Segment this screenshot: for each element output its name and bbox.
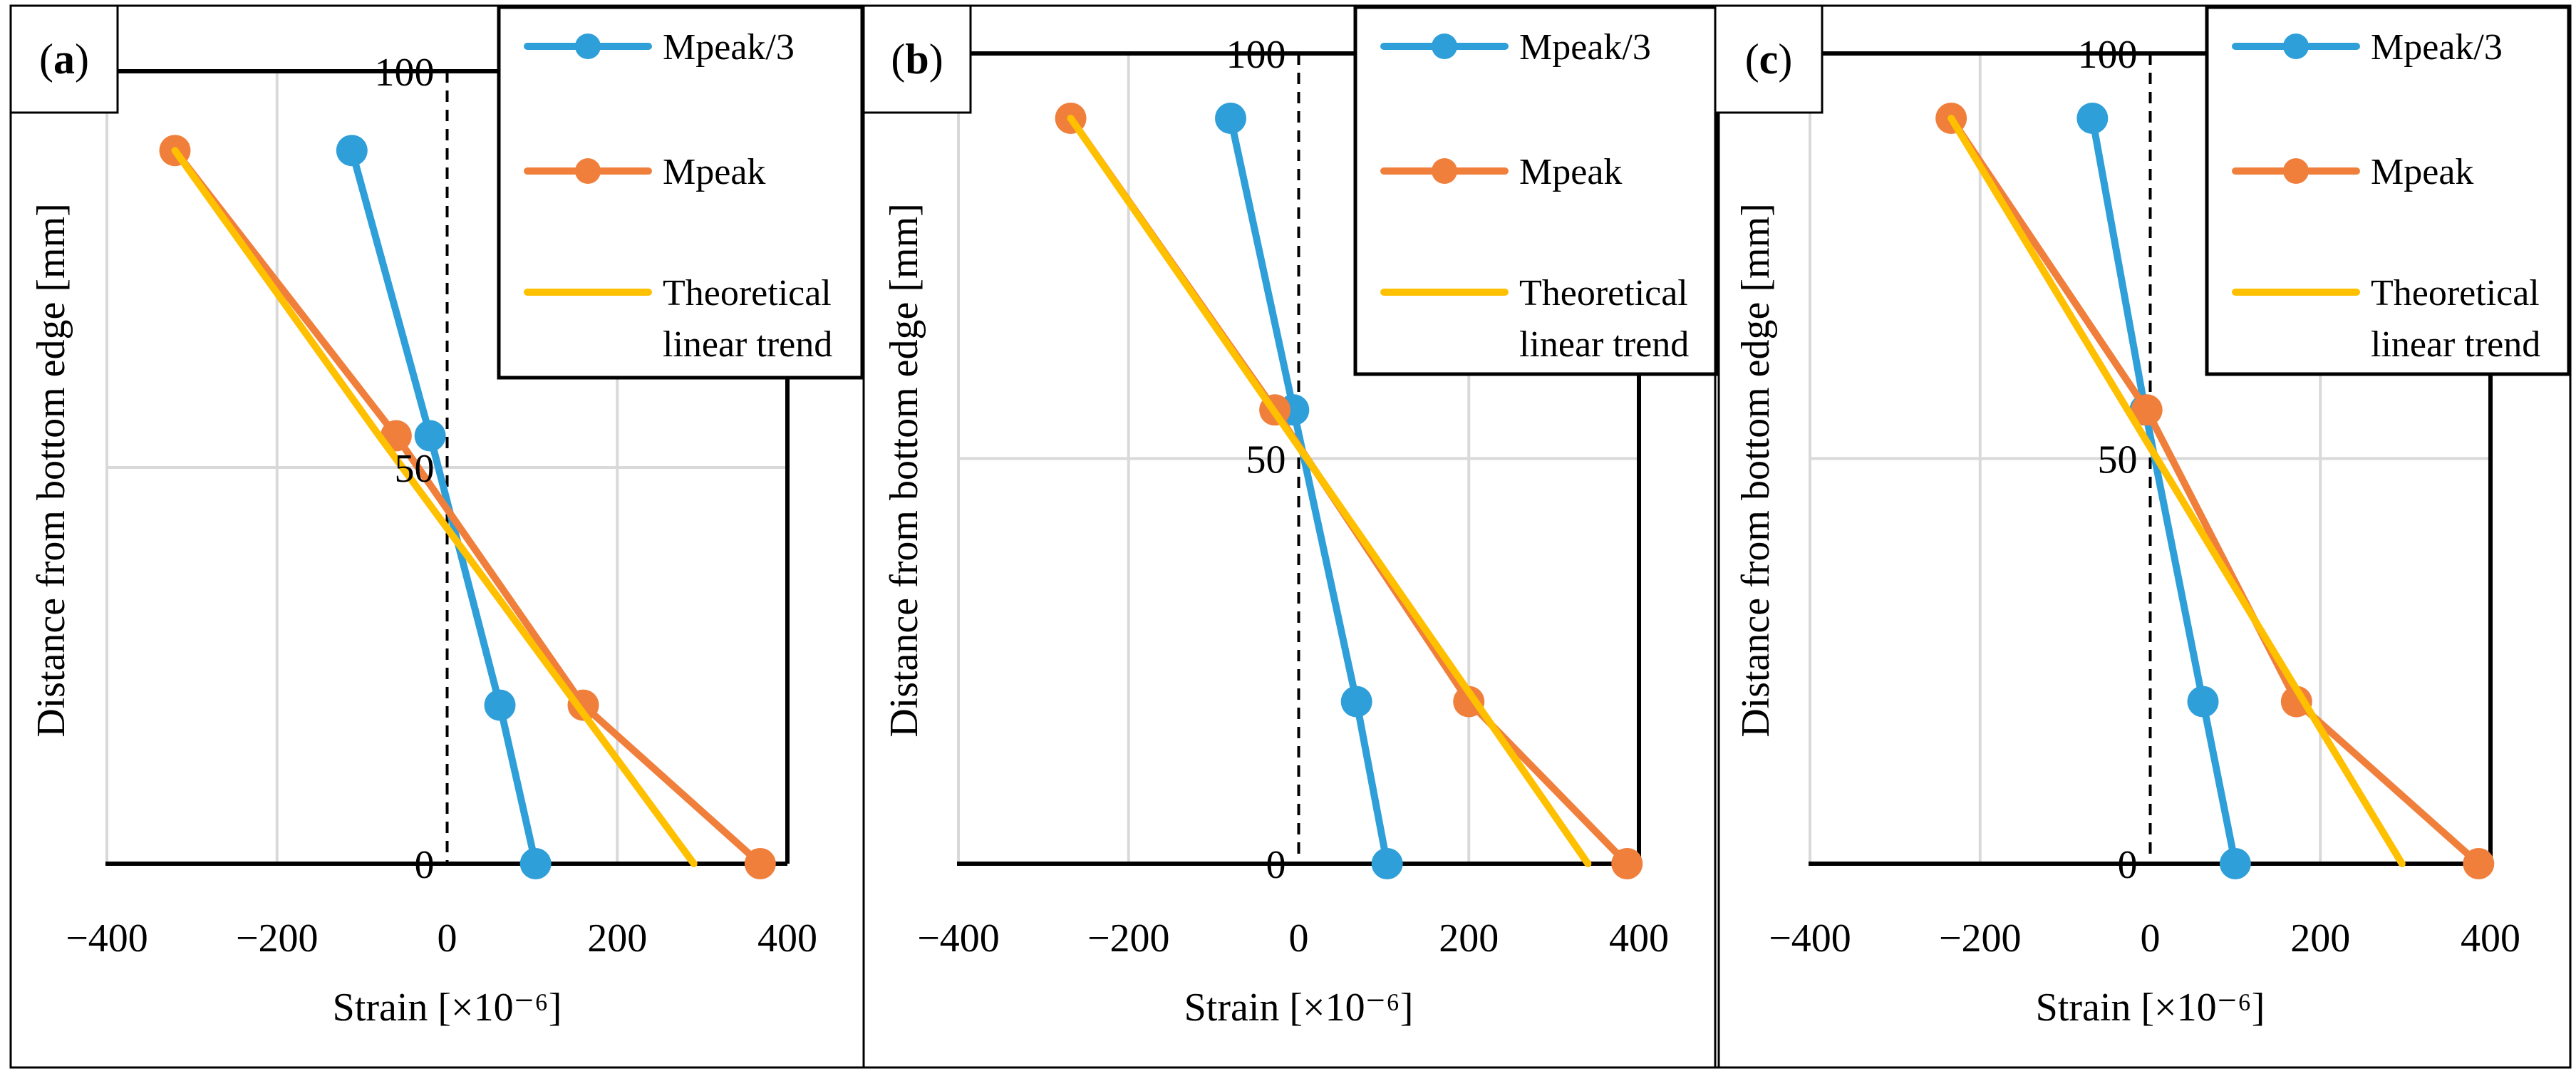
- series-line-mpeak-3: [1227, 114, 1391, 867]
- x-tick-label: 400: [2461, 916, 2520, 961]
- series-line-theoretical-linear-trend: [1067, 114, 1592, 867]
- legend-marker-mpeak: [1432, 158, 1457, 184]
- data-point-mpeak: [744, 848, 776, 879]
- y-tick-label: 100: [2078, 33, 2138, 77]
- legend-marker-mpeak-3: [2283, 33, 2309, 59]
- panel-c: −400 −200 0 200 400 0 50 100 Strain [×10⁻⁶] Dista…: [1714, 4, 2572, 1069]
- panel-label-box: [1714, 4, 1824, 114]
- panel-label: (a): [39, 36, 89, 83]
- panel-b: −400 −200 0 200 400 0 50 100 Strain [×10⁻⁶] Dista…: [862, 4, 1720, 1069]
- x-tick-label: 400: [757, 916, 817, 961]
- data-point-mpeak-3: [1340, 686, 1372, 718]
- panel-border: [1714, 4, 2572, 1069]
- x-tick-label: 400: [1609, 916, 1669, 961]
- legend-label-theoretical-linear-trend: Theoretical: [1519, 273, 1688, 314]
- data-point-mpeak-3: [336, 135, 368, 167]
- x-tick-label: 200: [1439, 916, 1499, 961]
- y-tick-label: 50: [2098, 438, 2138, 482]
- data-point-mpeak-3: [2219, 848, 2251, 879]
- data-point-mpeak-3: [1215, 102, 1246, 134]
- y-axis-title: Distance from bottom edge [mm]: [882, 203, 926, 738]
- legend: Mpeak/3 Mpeak Theoretical linear trend: [1353, 5, 1719, 376]
- data-point-mpeak-3: [484, 689, 516, 721]
- x-tick-label: −400: [66, 916, 148, 961]
- legend-label-theoretical-linear-trend: linear trend: [2371, 324, 2540, 365]
- data-point-mpeak-3: [2187, 686, 2219, 718]
- y-tick-label: 100: [1226, 33, 1286, 77]
- x-tick-label: 0: [1289, 916, 1309, 961]
- x-tick-label: 200: [587, 916, 647, 961]
- legend: Mpeak/3 Mpeak Theoretical linear trend: [497, 5, 864, 380]
- y-tick-label: 100: [375, 51, 435, 95]
- y-axis-title: Distance from bottom edge [mm]: [29, 203, 73, 738]
- x-tick-label: 0: [2141, 916, 2161, 961]
- legend-label-theoretical-linear-trend: Theoretical: [2371, 273, 2540, 314]
- y-tick-label: 50: [395, 447, 435, 491]
- legend-label-theoretical-linear-trend: linear trend: [663, 324, 832, 365]
- x-axis-title: Strain [×10⁻⁶]: [333, 986, 562, 1030]
- legend-box: [497, 5, 864, 380]
- legend-label-mpeak: Mpeak: [2371, 152, 2473, 192]
- x-tick-label: 200: [2290, 916, 2350, 961]
- panel-border: [862, 4, 1720, 1069]
- data-point-mpeak: [2131, 394, 2163, 426]
- legend-label-mpeak-3: Mpeak/3: [1519, 27, 1651, 68]
- legend-marker-mpeak: [575, 158, 601, 184]
- data-point-mpeak-3: [414, 420, 446, 452]
- panel-label: (b): [891, 36, 943, 83]
- legend-label-mpeak: Mpeak: [1519, 152, 1622, 192]
- y-tick-label: 0: [415, 843, 435, 887]
- x-tick-label: −200: [1939, 916, 2022, 961]
- data-point-mpeak-3: [1371, 848, 1403, 879]
- x-axis-title: Strain [×10⁻⁶]: [1184, 986, 1414, 1030]
- x-tick-label: −400: [1769, 916, 1851, 961]
- legend-label-mpeak-3: Mpeak/3: [663, 27, 795, 68]
- legend-label-mpeak-3: Mpeak/3: [2371, 27, 2503, 68]
- series-line-theoretical-linear-trend: [1947, 114, 2406, 867]
- legend-label-mpeak: Mpeak: [663, 152, 765, 192]
- panel-label: (c): [1745, 36, 1793, 83]
- series-line-mpeak-3: [348, 147, 539, 867]
- data-point-mpeak: [1611, 848, 1643, 879]
- panel-label-box: [9, 4, 119, 114]
- panel-label-box: [862, 4, 972, 114]
- x-tick-label: −200: [1087, 916, 1170, 961]
- x-tick-label: −200: [236, 916, 319, 961]
- y-tick-label: 0: [1266, 843, 1286, 887]
- x-axis-title: Strain [×10⁻⁶]: [2036, 986, 2265, 1030]
- x-tick-label: −400: [917, 916, 1000, 961]
- x-tick-label: 0: [438, 916, 457, 961]
- data-point-mpeak-3: [2076, 102, 2109, 134]
- y-tick-label: 50: [1246, 438, 1286, 482]
- legend-box: [2205, 5, 2571, 376]
- data-point-mpeak: [2280, 686, 2312, 718]
- legend-marker-mpeak-3: [1432, 33, 1457, 59]
- data-point-mpeak-3: [519, 848, 552, 879]
- series-line-mpeak: [1947, 114, 2483, 867]
- panel-a: −400 −200 0 200 400 0 50 100 Strain [×10⁻⁶] Dista…: [9, 4, 865, 1069]
- legend-label-theoretical-linear-trend: Theoretical: [663, 273, 832, 314]
- legend-marker-mpeak-3: [575, 33, 601, 59]
- data-point-mpeak: [2463, 848, 2495, 879]
- legend-label-theoretical-linear-trend: linear trend: [1519, 324, 1689, 365]
- legend: Mpeak/3 Mpeak Theoretical linear trend: [2205, 5, 2571, 376]
- legend-box: [1353, 5, 1719, 376]
- series-line-theoretical-linear-trend: [171, 147, 698, 867]
- series-line-mpeak: [171, 147, 764, 867]
- legend-marker-mpeak: [2283, 158, 2309, 184]
- y-tick-label: 0: [2118, 843, 2138, 887]
- series-line-mpeak-3: [2089, 114, 2239, 867]
- y-axis-title: Distance from bottom edge [mm]: [1734, 203, 1778, 738]
